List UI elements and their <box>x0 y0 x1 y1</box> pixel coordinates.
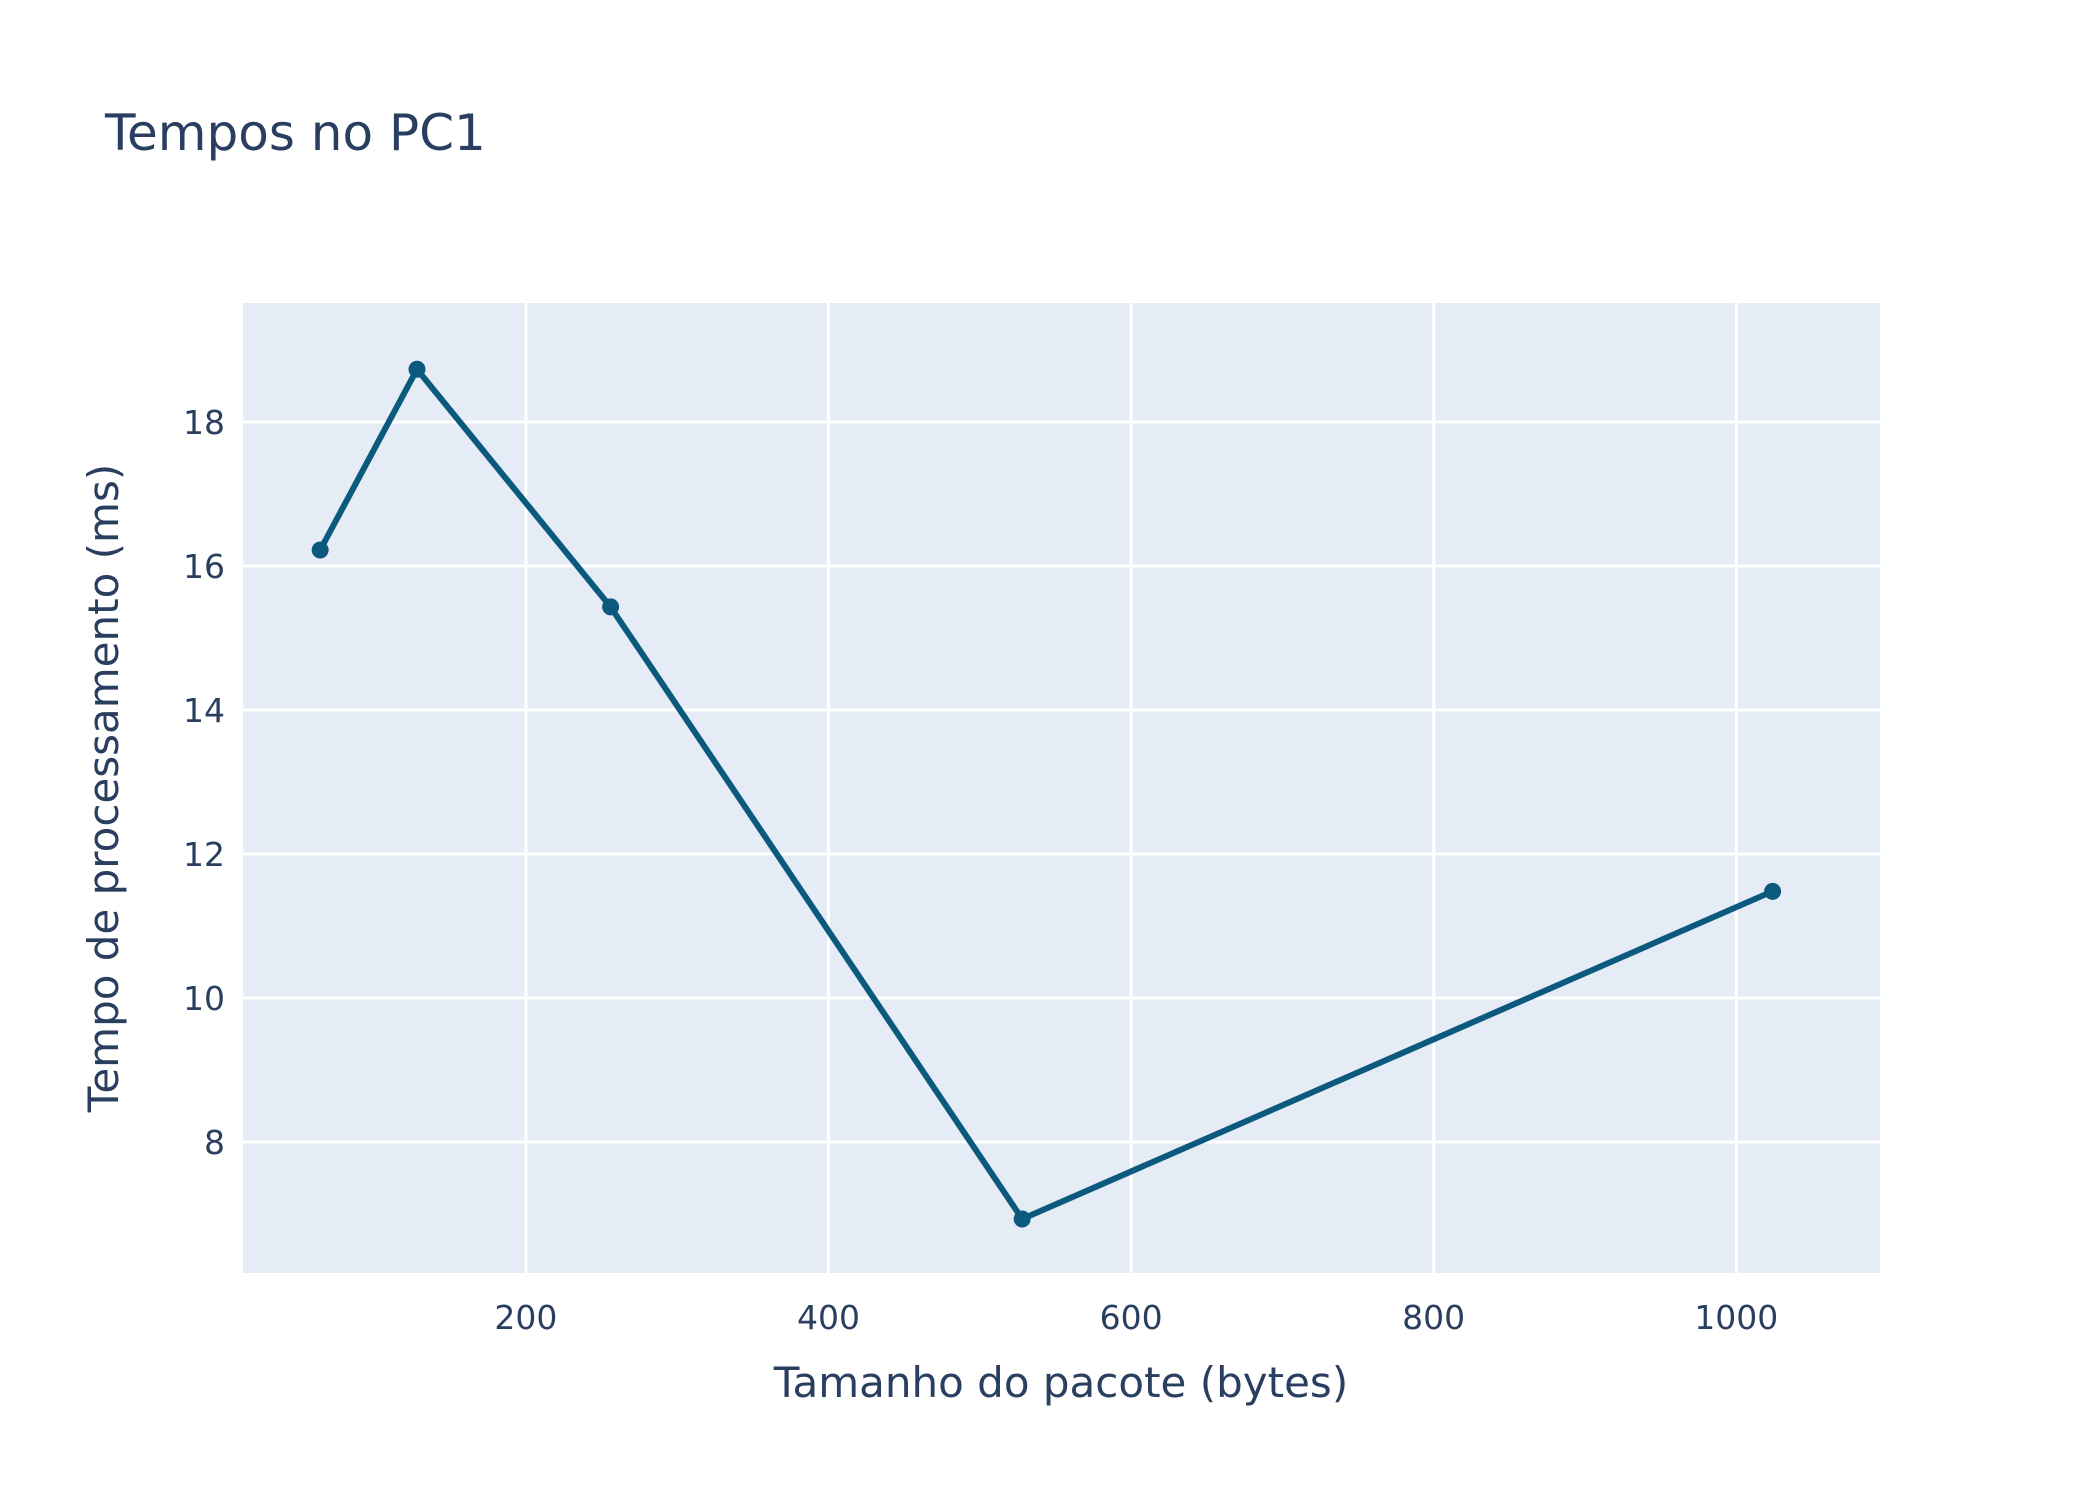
plot-background <box>243 303 1880 1273</box>
x-tick-label: 200 <box>494 1298 557 1337</box>
chart-title: Tempos no PC1 <box>104 104 486 162</box>
x-tick-label: 1000 <box>1694 1298 1778 1337</box>
x-tick-label: 400 <box>797 1298 860 1337</box>
y-tick-label: 14 <box>183 691 225 730</box>
data-point <box>408 360 426 378</box>
x-axis-ticks: 200 400 600 800 1000 <box>494 1298 1778 1337</box>
y-tick-label: 16 <box>183 547 225 586</box>
x-tick-label: 600 <box>1100 1298 1163 1337</box>
x-tick-label: 800 <box>1402 1298 1465 1337</box>
series-layer <box>311 360 1782 1228</box>
data-point <box>602 598 620 616</box>
y-tick-label: 12 <box>183 835 225 874</box>
data-point <box>311 541 329 559</box>
y-axis-ticks: 8 10 12 14 16 18 <box>183 403 225 1162</box>
gridlines <box>243 303 1880 1273</box>
y-tick-label: 10 <box>183 979 225 1018</box>
y-tick-label: 18 <box>183 403 225 442</box>
data-point <box>1764 882 1782 900</box>
y-tick-label: 8 <box>204 1123 225 1162</box>
data-point <box>1013 1210 1031 1228</box>
x-axis-title: Tamanho do pacote (bytes) <box>773 1358 1348 1407</box>
y-axis-title: Tempo de processamento (ms) <box>79 464 128 1113</box>
